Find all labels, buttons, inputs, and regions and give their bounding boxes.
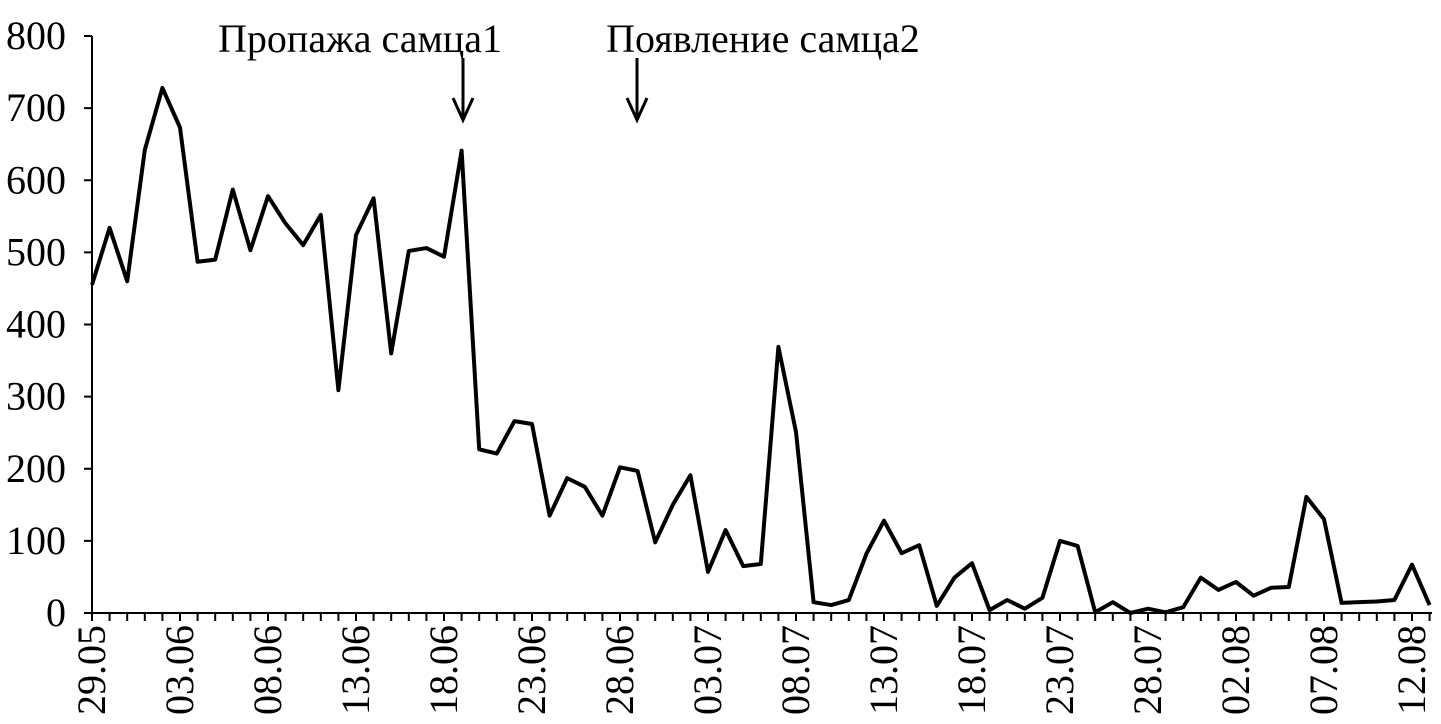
x-tick-label: 18.06 xyxy=(421,625,466,715)
y-tick-label: 800 xyxy=(6,13,66,58)
x-tick-label: 07.08 xyxy=(1301,625,1346,715)
x-tick-label: 18.07 xyxy=(949,625,994,715)
y-tick-label: 700 xyxy=(6,85,66,130)
x-tick-label: 28.07 xyxy=(1125,625,1170,715)
x-tick-label: 29.05 xyxy=(69,625,114,715)
x-tick-label: 02.08 xyxy=(1213,625,1258,715)
annotation: Появление самца2 xyxy=(606,16,920,61)
y-tick-label: 200 xyxy=(6,446,66,491)
arrow xyxy=(451,58,475,124)
annotation: Пропажа самца1 xyxy=(218,16,502,61)
y-tick-label: 400 xyxy=(6,302,66,347)
x-tick-label: 03.06 xyxy=(157,625,202,715)
y-tick-label: 100 xyxy=(6,518,66,563)
x-tick-label: 08.07 xyxy=(773,625,818,715)
x-tick-label: 23.07 xyxy=(1037,625,1082,715)
x-tick-label: 28.06 xyxy=(597,625,642,715)
y-tick-label: 500 xyxy=(6,229,66,274)
y-tick-label: 0 xyxy=(46,590,66,635)
x-tick-label: 13.07 xyxy=(861,625,906,715)
x-tick-label: 23.06 xyxy=(509,625,554,715)
y-tick-label: 600 xyxy=(6,157,66,202)
data-line xyxy=(90,85,1432,615)
x-tick-label: 13.06 xyxy=(333,625,378,715)
x-tick-label: 03.07 xyxy=(685,625,730,715)
arrow xyxy=(625,58,649,124)
y-tick-label: 300 xyxy=(6,374,66,419)
x-tick-label: 08.06 xyxy=(245,625,290,715)
x-tick-label: 12.08 xyxy=(1389,625,1434,715)
